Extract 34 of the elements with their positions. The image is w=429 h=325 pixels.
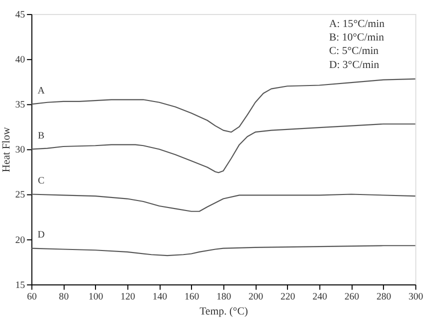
y-tick-label: 15: [15, 280, 26, 291]
x-tick-label: 260: [344, 292, 360, 303]
annotation: C: 5°C/min: [329, 45, 380, 58]
annotation: B: 10°C/min: [329, 31, 385, 44]
series-label: A: [38, 85, 45, 96]
x-tick-label: 120: [120, 292, 136, 303]
y-tick-label: 30: [15, 144, 26, 156]
y-tick-label: 35: [15, 100, 26, 111]
series-label: C: [38, 175, 44, 186]
x-tick-label: 80: [58, 292, 69, 303]
line-series: [30, 245, 416, 256]
y-tick-label: 45: [15, 9, 26, 20]
x-tick-label: 300: [408, 292, 424, 303]
annotation: A: 15°C/min: [329, 18, 386, 30]
x-tick-label: 60: [26, 292, 37, 303]
y-tick-label: 20: [15, 234, 26, 246]
y-axis-title: Heat Flow: [0, 126, 12, 172]
x-tick-label: 200: [248, 292, 264, 303]
series-label: B: [38, 130, 45, 142]
x-tick-label: 240: [312, 292, 328, 303]
x-tick-label: 140: [152, 292, 168, 303]
y-tick-label: 25: [15, 190, 26, 201]
x-tick-label: 220: [280, 292, 296, 303]
annotation: D: 3°C/min: [329, 58, 380, 71]
series-label: D: [38, 230, 45, 241]
line-series: [30, 78, 416, 133]
line-series: [30, 123, 416, 174]
y-tick-label: 40: [15, 54, 26, 66]
x-tick-label: 160: [184, 292, 200, 303]
line-series: [30, 194, 416, 212]
x-tick-label: 100: [88, 292, 104, 303]
x-tick-label: 180: [216, 292, 232, 303]
x-tick-label: 280: [376, 292, 392, 303]
x-axis-title: Temp. (°C): [200, 305, 248, 318]
